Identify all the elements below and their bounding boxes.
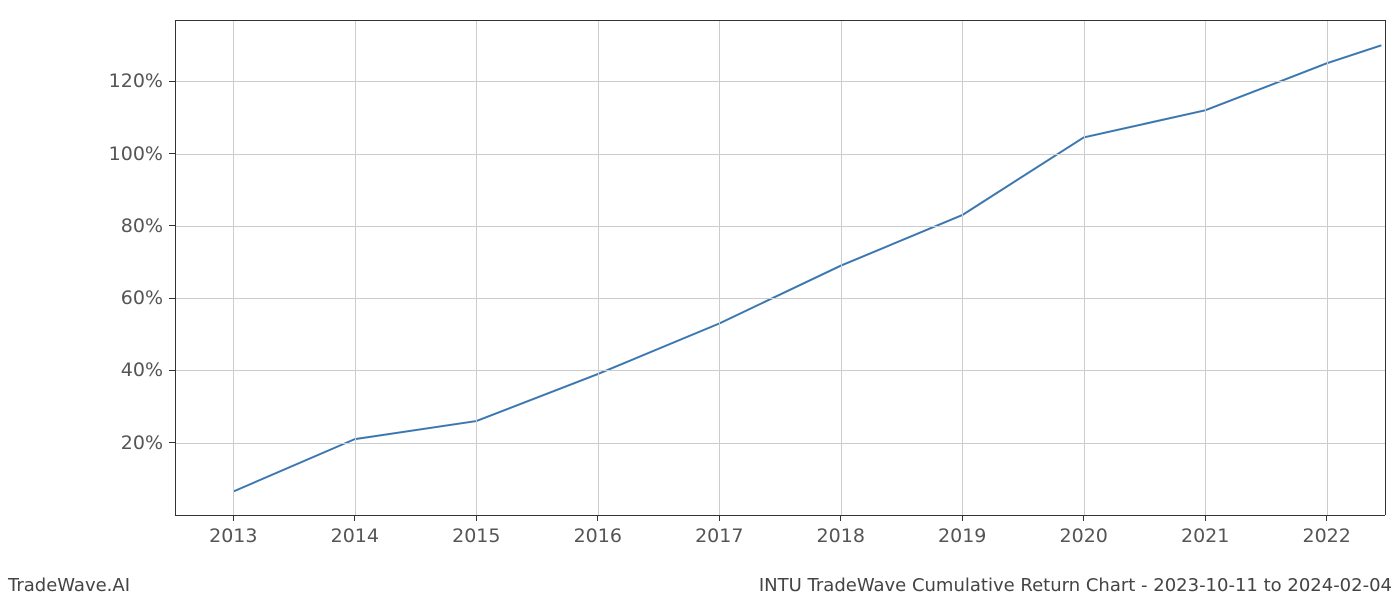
grid-horizontal xyxy=(175,81,1385,82)
x-tick-label: 2013 xyxy=(209,525,257,547)
spine-left xyxy=(175,20,176,515)
grid-vertical xyxy=(841,20,842,515)
line-chart-svg xyxy=(175,20,1385,515)
y-tick-label: 40% xyxy=(105,359,163,381)
x-tick-label: 2019 xyxy=(938,525,986,547)
x-tick-label: 2014 xyxy=(331,525,379,547)
x-tick-label: 2017 xyxy=(695,525,743,547)
grid-vertical xyxy=(1205,20,1206,515)
footer-right-text: INTU TradeWave Cumulative Return Chart -… xyxy=(759,575,1392,596)
series-line-cumulative-return xyxy=(233,45,1381,491)
y-tick-label: 80% xyxy=(105,215,163,237)
grid-horizontal xyxy=(175,154,1385,155)
grid-vertical xyxy=(719,20,720,515)
plot-area xyxy=(175,20,1385,515)
spine-right xyxy=(1385,20,1386,515)
grid-vertical xyxy=(1327,20,1328,515)
spine-top xyxy=(175,20,1385,21)
x-tick-label: 2022 xyxy=(1302,525,1350,547)
y-tick-label: 100% xyxy=(105,143,163,165)
grid-vertical xyxy=(962,20,963,515)
grid-vertical xyxy=(233,20,234,515)
x-tick-label: 2020 xyxy=(1060,525,1108,547)
chart-container: TradeWave.AI INTU TradeWave Cumulative R… xyxy=(0,0,1400,600)
footer-left-text: TradeWave.AI xyxy=(8,575,130,596)
grid-horizontal xyxy=(175,226,1385,227)
spine-bottom xyxy=(175,515,1385,516)
grid-vertical xyxy=(598,20,599,515)
y-tick-label: 20% xyxy=(105,432,163,454)
y-tick-label: 120% xyxy=(105,70,163,92)
grid-horizontal xyxy=(175,370,1385,371)
grid-horizontal xyxy=(175,443,1385,444)
x-tick-label: 2018 xyxy=(817,525,865,547)
y-tick-label: 60% xyxy=(105,287,163,309)
grid-vertical xyxy=(476,20,477,515)
x-tick-label: 2015 xyxy=(452,525,500,547)
x-tick-label: 2021 xyxy=(1181,525,1229,547)
grid-horizontal xyxy=(175,298,1385,299)
grid-vertical xyxy=(1084,20,1085,515)
x-tick-label: 2016 xyxy=(574,525,622,547)
grid-vertical xyxy=(355,20,356,515)
